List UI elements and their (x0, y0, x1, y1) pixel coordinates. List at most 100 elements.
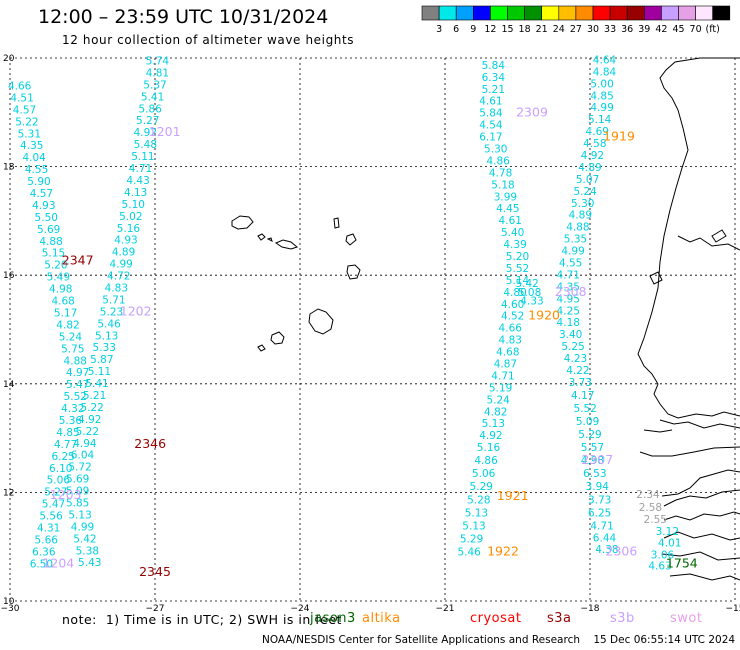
wave-height-value: 4.89 (569, 210, 592, 222)
wave-height-value: 5.37 (143, 79, 166, 91)
wave-height-value: 5.49 (47, 272, 70, 284)
pass-time-label: 1201 (149, 124, 181, 139)
wave-height-value: 4.85 (56, 427, 79, 439)
wave-height-value: 4.99 (71, 521, 94, 533)
axis-tick-labels: −30 −27 −24 −21 −18 −15 20 18 16 14 12 10 (1, 54, 740, 614)
wave-height-value: 4.71 (129, 163, 152, 175)
wave-height-value: 5.16 (117, 223, 141, 235)
wave-height-value: 4.58 (583, 138, 606, 150)
island-sao-nicolau (274, 239, 299, 250)
wave-height-value: 5.30 (484, 143, 507, 155)
wave-height-value: 4.86 (474, 455, 498, 467)
wave-height-value: 6.36 (32, 546, 56, 558)
lat-tick-label: 20 (3, 54, 15, 64)
wave-height-value: 4.72 (107, 271, 130, 283)
wave-height-value: 6.53 (583, 468, 606, 480)
wave-height-value: 5.84 (482, 60, 506, 72)
wave-height-value: 5.30 (571, 198, 594, 210)
wave-height-value: 5.36 (59, 415, 83, 427)
wave-height-value: 4.92 (479, 430, 502, 442)
wave-height-value: 5.52 (573, 403, 596, 415)
wave-height-value: 4.39 (503, 239, 526, 251)
lon-tick-label: −15 (726, 604, 740, 614)
wave-height-value: 4.99 (109, 259, 132, 271)
pass-time-label: 2346 (134, 436, 166, 451)
legend-item-s3b: s3b (610, 611, 635, 626)
wave-height-value: 5.56 (39, 511, 63, 523)
pass-time-label: 1920 (528, 308, 560, 323)
wave-height-value: 5.57 (581, 442, 604, 454)
wave-height-value: 4.61 (479, 96, 502, 108)
scale-label: 21 (536, 24, 548, 35)
scale-label: 70 (690, 24, 702, 35)
scale-label: 36 (621, 24, 633, 35)
wave-height-value: 3.06 (651, 550, 675, 562)
island-boa-vista (345, 233, 357, 246)
lon-tick-label: −21 (436, 604, 455, 614)
wave-height-value: 4.87 (494, 359, 517, 371)
legend-item-s3a: s3a (547, 611, 572, 626)
wave-height-value: 5.41 (85, 378, 108, 390)
map-gridlines (9, 57, 736, 602)
island-sao-vicente (257, 233, 266, 241)
wave-height-value: 5.24 (486, 394, 510, 406)
wave-height-value: 4.63 (648, 561, 671, 573)
wave-height-value: 4.32 (61, 403, 84, 415)
legend-item-jason3: jason3 (310, 611, 356, 626)
wave-height-value: 5.13 (95, 330, 118, 342)
wave-height-value: 5.13 (465, 507, 488, 519)
page-title: 12:00 – 23:59 UTC 10/31/2024 (38, 6, 329, 28)
wave-height-value: 5.17 (54, 307, 77, 319)
wave-height-value: 4.43 (126, 175, 149, 187)
wave-height-value: 4.01 (658, 538, 681, 550)
scale-label: 42 (655, 24, 667, 35)
wave-height-value: 4.35 (20, 140, 43, 152)
wave-height-value: 4.66 (499, 323, 523, 335)
wave-height-value: 5.13 (462, 520, 485, 532)
island-santiago (308, 308, 334, 335)
wave-height-value: 5.74 (146, 56, 170, 68)
scale-label: 27 (570, 24, 582, 35)
wave-height-value: 5.46 (457, 546, 481, 558)
wave-height-value: 4.69 (586, 126, 609, 138)
wave-height-value: 5.23 (100, 306, 123, 318)
pass-time-label: 2345 (139, 564, 171, 579)
wave-height-color-scale: 3 6 9 12 15 18 21 24 27 30 33 36 39 42 45 70 (ft) (421, 5, 731, 35)
wave-height-value: 4.55 (559, 258, 582, 270)
wave-height-value: 5.24 (59, 331, 83, 343)
wave-height-value: 4.80 (503, 287, 526, 299)
wave-height-value: 4.82 (484, 406, 507, 418)
wave-height-value: 5.40 (501, 227, 524, 239)
wave-height-value: 5.84 (479, 108, 503, 120)
wave-height-value: 5.11 (88, 366, 111, 378)
wave-height-value: 5.33 (93, 342, 116, 354)
wave-height-value: 5.13 (482, 418, 505, 430)
wave-height-value: 5.02 (119, 211, 142, 223)
wave-height-value: 4.22 (566, 365, 589, 377)
wave-height-value: 4.77 (54, 439, 77, 451)
wave-height-value: 3.12 (656, 526, 679, 538)
wave-height-value: 5.75 (61, 343, 84, 355)
lat-tick-label: 16 (3, 271, 15, 281)
wave-height-value: 4.92 (78, 414, 101, 426)
pass-time-label: 2307 (581, 452, 613, 467)
wave-height-value: 5.20 (506, 251, 529, 263)
land-outlines (231, 57, 740, 581)
lon-tick-label: −18 (581, 604, 600, 614)
wave-height-value: 5.43 (78, 557, 101, 569)
wave-height-value: 5.14 (506, 275, 530, 287)
wave-height-value: 6.25 (51, 451, 74, 463)
wave-height-value: 4.78 (489, 167, 512, 179)
wave-height-value: 4.52 (501, 311, 524, 323)
wave-height-value: 3.99 (494, 191, 517, 203)
island-fogo (270, 331, 285, 345)
wave-height-value: 5.50 (35, 212, 58, 224)
wave-height-value: 5.09 (576, 416, 599, 428)
island-sal (333, 217, 340, 229)
wave-height-value: 5.41 (141, 91, 164, 103)
wave-height-value: 5.20 (44, 260, 67, 272)
wave-height-value: 5.13 (68, 509, 91, 521)
wave-height-value: 5.27 (136, 115, 159, 127)
wave-height-value: 3.73 (588, 494, 611, 506)
wave-height-value: 5.69 (66, 474, 89, 486)
